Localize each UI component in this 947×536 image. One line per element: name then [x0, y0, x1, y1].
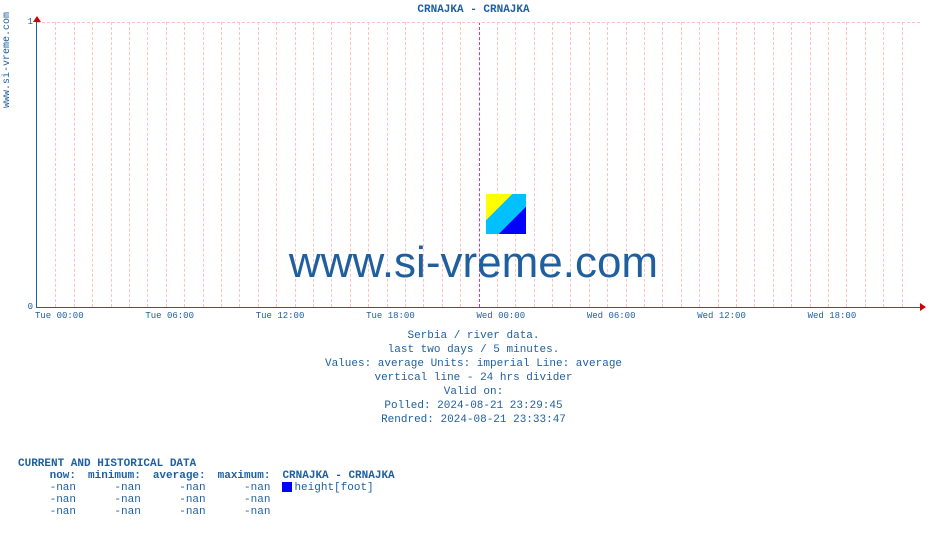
x-tick-label: Tue 00:00	[35, 307, 84, 321]
table-cell: -nan	[212, 482, 277, 494]
legend-swatch-icon	[282, 482, 292, 492]
legend-item: height[foot]	[276, 482, 400, 494]
table-row: -nan-nan-nan-nan	[18, 506, 401, 518]
y-tick-label: 0	[28, 302, 37, 312]
legend-title: CRNAJKA - CRNAJKA	[276, 470, 400, 482]
grid-h	[37, 22, 920, 23]
table-cell: -nan	[82, 482, 147, 494]
x-tick-label: Wed 06:00	[587, 307, 636, 321]
subtitle-line: Rendred: 2024-08-21 23:33:47	[0, 414, 947, 426]
x-tick-label: Wed 18:00	[808, 307, 857, 321]
subtitle-line: Serbia / river data.	[0, 330, 947, 342]
col-header: now:	[18, 470, 82, 482]
data-table: now:minimum:average:maximum:CRNAJKA - CR…	[18, 470, 401, 518]
table-cell: -nan	[212, 494, 277, 506]
x-tick-label: Wed 00:00	[477, 307, 526, 321]
x-tick-label: Tue 06:00	[145, 307, 194, 321]
table-cell: -nan	[18, 494, 82, 506]
subtitle-line: Values: average Units: imperial Line: av…	[0, 358, 947, 370]
chart-title: CRNAJKA - CRNAJKA	[0, 4, 947, 16]
table-cell: -nan	[18, 482, 82, 494]
table-cell: -nan	[212, 506, 277, 518]
watermark-logo-icon	[486, 194, 526, 234]
table-cell: -nan	[147, 482, 212, 494]
table-cell: -nan	[82, 494, 147, 506]
x-tick-label: Tue 12:00	[256, 307, 305, 321]
watermark-text: www.si-vreme.com	[0, 238, 947, 288]
data-header: CURRENT AND HISTORICAL DATA	[18, 458, 401, 470]
subtitle-line: vertical line - 24 hrs divider	[0, 372, 947, 384]
subtitle-line: last two days / 5 minutes.	[0, 344, 947, 356]
col-header: average:	[147, 470, 212, 482]
legend-label-text: height[foot]	[294, 482, 373, 494]
x-tick-label: Tue 18:00	[366, 307, 415, 321]
x-axis-arrow-icon	[920, 303, 926, 311]
col-header: minimum:	[82, 470, 147, 482]
chart-container: CRNAJKA - CRNAJKA www.si-vreme.com Tue 0…	[0, 0, 947, 536]
data-block: CURRENT AND HISTORICAL DATA now:minimum:…	[18, 458, 401, 518]
table-row: -nan-nan-nan-nanheight[foot]	[18, 482, 401, 494]
y-axis-label: www.si-vreme.com	[2, 12, 13, 108]
col-header: maximum:	[212, 470, 277, 482]
y-tick-label: 1	[28, 17, 37, 27]
subtitle-line: Polled: 2024-08-21 23:29:45	[0, 400, 947, 412]
x-tick-label: Wed 12:00	[697, 307, 746, 321]
table-cell: -nan	[18, 506, 82, 518]
table-row: -nan-nan-nan-nan	[18, 494, 401, 506]
table-cell: -nan	[147, 494, 212, 506]
table-cell: -nan	[147, 506, 212, 518]
table-cell: -nan	[82, 506, 147, 518]
subtitle-line: Valid on:	[0, 386, 947, 398]
